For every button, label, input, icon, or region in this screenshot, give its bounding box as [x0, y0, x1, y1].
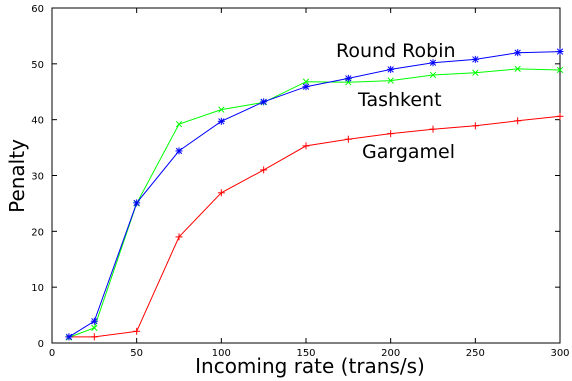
data-point-round-robin [217, 117, 225, 125]
data-point-gargamel [90, 333, 98, 341]
data-point-round-robin [429, 59, 437, 67]
y-tick-label: 10 [31, 283, 44, 294]
x-tick-label: 300 [550, 348, 569, 359]
data-point-round-robin [260, 98, 268, 106]
data-point-round-robin [65, 333, 73, 341]
data-point-gargamel [514, 117, 522, 125]
data-point-gargamel [556, 112, 564, 120]
x-axis-ticks: 0 50 100 150 200 250 300 [49, 8, 570, 359]
y-tick-label: 40 [31, 116, 44, 127]
data-point-tashkent [218, 106, 225, 113]
data-point-tashkent [472, 69, 479, 76]
data-point-gargamel [387, 130, 395, 138]
data-point-round-robin [175, 147, 183, 155]
data-point-tashkent [175, 120, 183, 128]
series-layer [65, 48, 564, 341]
data-point-tashkent [556, 66, 564, 74]
data-point-round-robin [387, 65, 395, 73]
data-point-round-robin [90, 317, 98, 325]
data-point-tashkent [514, 65, 521, 73]
series-line-gargamel [68, 115, 561, 338]
data-point-round-robin [514, 49, 522, 57]
data-point-round-robin [133, 199, 141, 207]
y-axis-ticks: 0 10 20 30 40 50 60 [31, 4, 560, 350]
series-label-tashkent: Tashkent [357, 89, 442, 111]
y-axis-label: Penalty [5, 139, 29, 213]
data-point-gargamel [471, 122, 479, 130]
x-tick-label: 50 [130, 348, 143, 359]
y-tick-label: 20 [31, 227, 44, 238]
y-tick-label: 30 [31, 172, 44, 183]
data-point-gargamel [344, 135, 352, 143]
x-tick-label: 250 [466, 348, 485, 359]
data-point-gargamel [133, 327, 141, 335]
data-point-tashkent [302, 78, 310, 85]
data-point-tashkent [429, 71, 437, 79]
y-tick-label: 50 [31, 60, 44, 71]
data-point-tashkent [387, 77, 394, 84]
x-tick-label: 100 [212, 348, 231, 359]
y-tick-label: 60 [31, 4, 44, 15]
data-point-gargamel [429, 125, 437, 133]
data-point-round-robin [556, 48, 564, 56]
data-point-round-robin [471, 55, 479, 63]
data-point-round-robin [344, 74, 352, 82]
data-point-gargamel [175, 233, 183, 241]
series-line-round-robin [68, 51, 561, 338]
x-tick-label: 0 [49, 348, 55, 359]
series-label-gargamel: Gargamel [362, 141, 455, 163]
x-tick-label: 200 [381, 348, 400, 359]
data-point-gargamel [302, 142, 310, 150]
y-tick-label: 0 [38, 339, 44, 350]
x-tick-label: 150 [296, 348, 315, 359]
data-point-gargamel [217, 189, 225, 197]
data-point-round-robin [302, 83, 310, 91]
data-point-tashkent [91, 324, 98, 332]
data-point-gargamel [260, 166, 268, 174]
series-line-tashkent [68, 68, 561, 338]
series-label-round-robin: Round Robin [336, 40, 456, 62]
x-axis-label: Incoming rate (trans/s) [195, 354, 425, 378]
